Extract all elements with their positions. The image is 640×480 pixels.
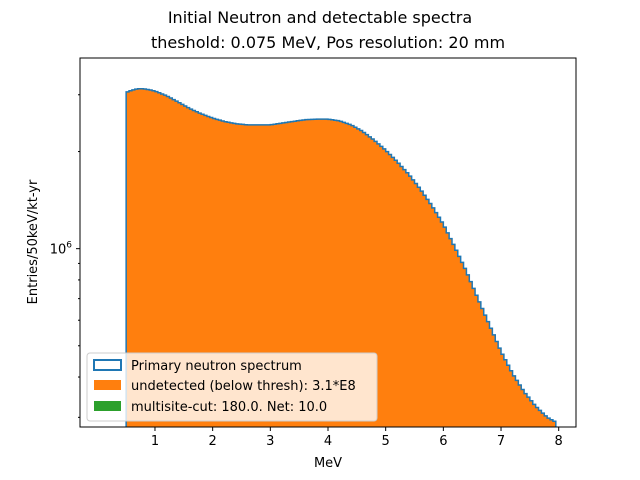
x-tick-label: 7: [497, 434, 505, 449]
chart-subtitle: theshold: 0.075 MeV, Pos resolution: 20 …: [151, 33, 505, 52]
chart-title: Initial Neutron and detectable spectra: [168, 8, 472, 27]
x-tick-label: 4: [324, 434, 332, 449]
legend: Primary neutron spectrum undetected (bel…: [86, 352, 378, 422]
x-tick-label: 6: [439, 434, 447, 449]
x-axis-ticks: 1 2 3 4 5 6 7 8: [151, 427, 563, 449]
undetected-series-area: [126, 88, 556, 427]
x-tick-label: 3: [266, 434, 274, 449]
legend-label-primary: Primary neutron spectrum: [131, 359, 302, 374]
y-axis-ticks: 106: [50, 94, 80, 418]
plot-area: [125, 88, 557, 427]
legend-swatch-multisite: [94, 401, 121, 411]
x-tick-label: 8: [555, 434, 563, 449]
y-tick-label: 106: [50, 241, 73, 258]
x-tick-label: 2: [209, 434, 217, 449]
legend-box: [86, 352, 378, 422]
legend-label-undetected: undetected (below thresh): 3.1*E8: [131, 379, 356, 394]
x-tick-label: 1: [151, 434, 159, 449]
x-tick-label: 5: [382, 434, 390, 449]
legend-label-multisite: multisite-cut: 180.0. Net: 10.0: [131, 400, 327, 415]
legend-swatch-undetected: [94, 380, 121, 390]
x-axis-label: MeV: [314, 456, 342, 471]
legend-swatch-primary: [93, 359, 122, 371]
y-axis-label: Entries/50keV/kt-yr: [26, 179, 41, 304]
primary-spectrum-step-line: [125, 88, 557, 427]
